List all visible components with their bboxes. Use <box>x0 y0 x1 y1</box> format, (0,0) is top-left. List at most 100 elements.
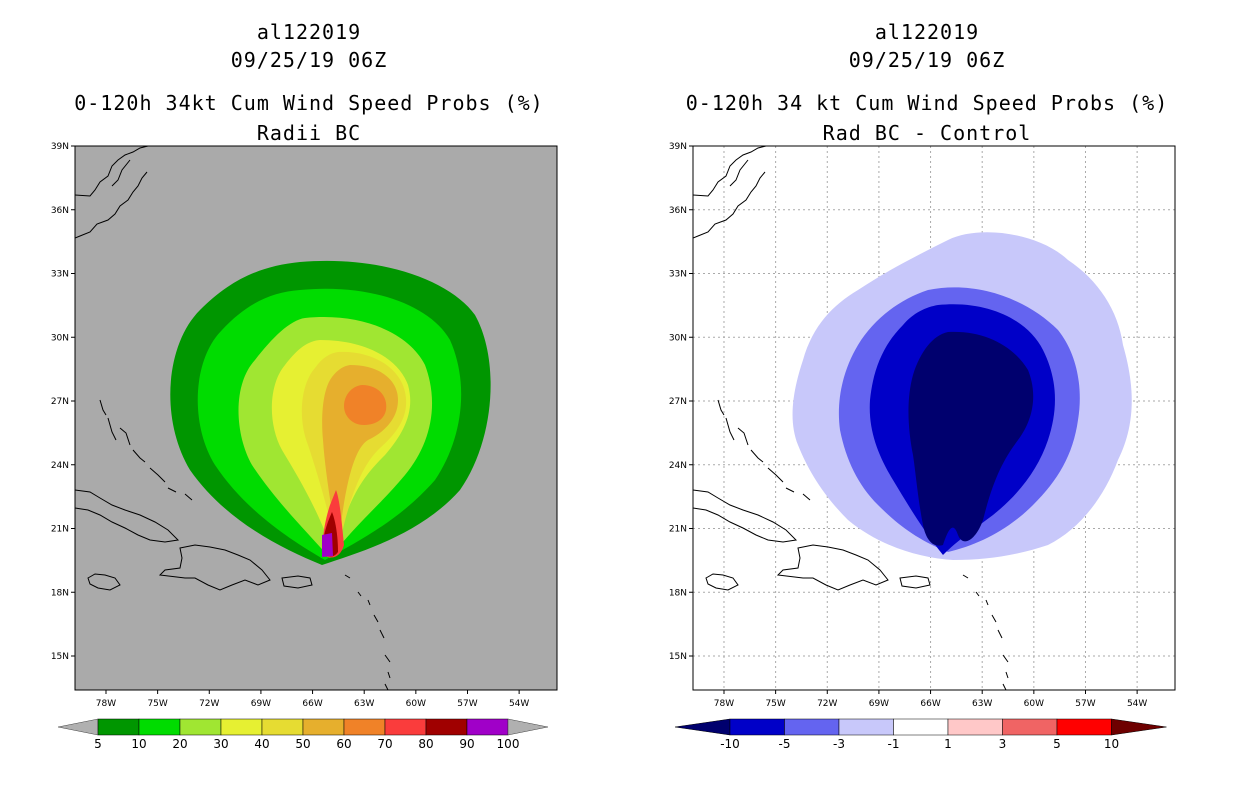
probability-map: 39N 36N 33N 30N 27N 24N 21N 18N 15N 78W 75W 72W 69W 6… <box>51 142 558 751</box>
product-title: 0-120h 34 kt Cum Wind Speed Probs (%) <box>685 91 1169 115</box>
cuba <box>75 489 180 543</box>
lat-tick-label: 15N <box>51 652 69 662</box>
difference-map: 39N 36N 33N 30N 27N 24N 21N 18N 15N 78W 75W 72W 69W 6… <box>669 142 1176 751</box>
cuba <box>693 489 798 543</box>
colorbar-segment <box>893 718 949 736</box>
lon-tick-label: 66W <box>302 699 322 709</box>
colorbar-segment <box>1002 718 1058 736</box>
product-title: 0-120h 34kt Cum Wind Speed Probs (%) <box>74 91 544 115</box>
lon-tick-label: 66W <box>920 699 940 709</box>
lesser-antilles <box>344 574 391 690</box>
datetime-title: 09/25/19 06Z <box>230 48 388 72</box>
lat-tick-label: 21N <box>669 525 687 535</box>
colorbar-tick-label: 80 <box>418 737 433 751</box>
us-east-coast <box>75 146 149 239</box>
lat-tick-label: 21N <box>51 525 69 535</box>
hispaniola <box>158 544 271 591</box>
lon-tick-label: 72W <box>817 699 837 709</box>
hispaniola <box>776 544 889 591</box>
storm-id-title: al122019 <box>256 20 362 44</box>
colorbar-tick-label: 10 <box>131 737 146 751</box>
colorbar-tick-label: -5 <box>779 737 791 751</box>
lon-tick-label: 57W <box>1075 699 1095 709</box>
lat-tick-label: 33N <box>669 270 687 280</box>
colorbar-segment <box>838 718 894 736</box>
lon-tick-label: 75W <box>147 699 167 709</box>
puerto-rico <box>899 575 931 589</box>
product-subtitle: Rad BC - Control <box>822 121 1032 145</box>
lat-tick-label: 30N <box>51 333 69 343</box>
colorbar-segment <box>384 718 427 736</box>
jamaica <box>705 573 739 591</box>
lon-tick-label: 69W <box>251 699 271 709</box>
colorbar-low-arrow <box>57 718 99 736</box>
lon-tick-label: 54W <box>509 699 529 709</box>
left-panel: al122019 09/25/19 06Z 0-120h 34kt Cum Wi… <box>51 20 558 751</box>
colorbar-segment <box>138 718 181 736</box>
colorbar-tick-label: -3 <box>833 737 845 751</box>
colorbar-segment <box>425 718 468 736</box>
colorbar-segment <box>97 718 140 736</box>
colorbar-tick-label: 20 <box>172 737 187 751</box>
lon-tick-label: 60W <box>1024 699 1044 709</box>
lat-tick-label: 36N <box>51 206 69 216</box>
colorbar: 5 10 20 30 40 50 60 70 80 90 100 <box>57 718 549 751</box>
lon-tick-label: 69W <box>869 699 889 709</box>
colorbar-tick-label: 90 <box>459 737 474 751</box>
colorbar-segment <box>466 718 509 736</box>
lesser-antilles <box>962 574 1009 690</box>
lat-tick-label: 24N <box>51 461 69 471</box>
contour-90pct <box>322 533 333 557</box>
colorbar-high-arrow <box>1111 718 1167 736</box>
colorbar-tick-label: 3 <box>999 737 1007 751</box>
lat-tick-label: 27N <box>51 397 69 407</box>
bahamas <box>717 399 811 501</box>
map-frame <box>692 145 1176 691</box>
colorbar-tick-label: 50 <box>295 737 310 751</box>
colorbar-segment <box>220 718 263 736</box>
colorbar-segment <box>1056 718 1112 736</box>
lon-tick-label: 78W <box>714 699 734 709</box>
coastlines <box>693 146 1009 690</box>
colorbar-tick-label: 70 <box>377 737 392 751</box>
colorbar-segment <box>343 718 386 736</box>
lat-tick-label: 18N <box>669 588 687 598</box>
colorbar-segment <box>947 718 1003 736</box>
probability-contours <box>170 260 491 565</box>
lon-tick-label: 63W <box>354 699 374 709</box>
colorbar-segment <box>179 718 222 736</box>
jamaica <box>87 573 121 591</box>
lat-tick-label: 30N <box>669 333 687 343</box>
lat-tick-label: 18N <box>51 588 69 598</box>
bahamas <box>99 399 193 501</box>
colorbar-segment <box>302 718 345 736</box>
colorbar-tick-label: 5 <box>1053 737 1061 751</box>
lat-tick-label: 39N <box>669 142 687 152</box>
lat-tick-label: 24N <box>669 461 687 471</box>
colorbar: -10 -5 -3 -1 1 3 5 10 <box>674 718 1167 751</box>
storm-id-title: al122019 <box>874 20 980 44</box>
lat-tick-label: 15N <box>669 652 687 662</box>
axis-ticks: 39N 36N 33N 30N 27N 24N 21N 18N 15N 78W 75W 72W 69W 6… <box>669 142 1148 709</box>
lon-tick-label: 57W <box>457 699 477 709</box>
colorbar-tick-label: 10 <box>1104 737 1119 751</box>
contour-60pct <box>344 385 387 425</box>
colorbar-tick-label: 1 <box>944 737 952 751</box>
coastlines <box>75 146 391 690</box>
puerto-rico <box>281 575 313 589</box>
colorbar-tick-label: 40 <box>254 737 269 751</box>
lon-tick-label: 78W <box>96 699 116 709</box>
product-subtitle: Radii BC <box>256 121 362 145</box>
colorbar-tick-label: 5 <box>94 737 102 751</box>
colorbar-tick-label: 30 <box>213 737 228 751</box>
lon-tick-label: 60W <box>406 699 426 709</box>
colorbar-tick-label: 60 <box>336 737 351 751</box>
contour-below-minus10 <box>908 331 1034 546</box>
lon-tick-label: 72W <box>199 699 219 709</box>
difference-contours <box>792 232 1132 560</box>
colorbar-segment <box>784 718 840 736</box>
lon-tick-label: 54W <box>1127 699 1147 709</box>
lon-tick-label: 75W <box>765 699 785 709</box>
colorbar-tick-label: -10 <box>720 737 740 751</box>
right-panel: al122019 09/25/19 06Z 0-120h 34 kt Cum W… <box>618 0 1236 800</box>
